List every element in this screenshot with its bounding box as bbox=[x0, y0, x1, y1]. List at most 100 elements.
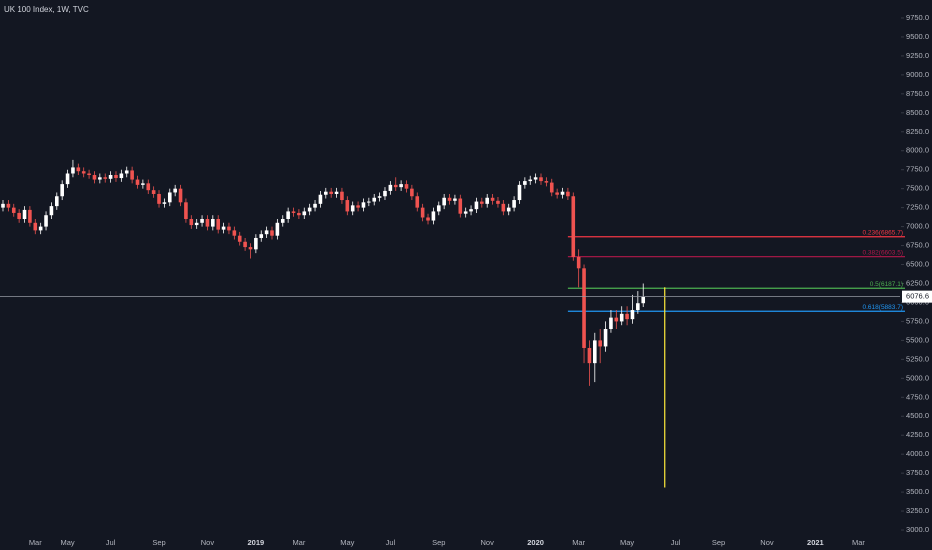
candle-body bbox=[593, 340, 597, 364]
y-tick-label: 6250.0 bbox=[906, 278, 929, 287]
candle-body bbox=[313, 203, 317, 208]
x-tick-label: May bbox=[340, 538, 354, 547]
candle-body bbox=[60, 184, 64, 197]
x-tick-label: Mar bbox=[29, 538, 42, 547]
candle-body bbox=[173, 188, 177, 193]
candle-body bbox=[98, 177, 102, 180]
candle-body bbox=[603, 329, 608, 347]
candle-body bbox=[324, 191, 328, 195]
x-tick-label: 2020 bbox=[527, 538, 544, 547]
candle-body bbox=[114, 175, 118, 179]
candle-body bbox=[71, 167, 75, 174]
y-tick-label: 9250.0 bbox=[906, 51, 929, 60]
candle-body bbox=[490, 197, 495, 201]
candle-body bbox=[87, 173, 91, 176]
candle-body bbox=[237, 235, 242, 242]
candle-body bbox=[598, 340, 602, 347]
candle-body bbox=[571, 196, 576, 257]
candle-body bbox=[587, 347, 592, 364]
candle-body bbox=[549, 182, 554, 193]
candle-body bbox=[227, 226, 231, 231]
candle-body bbox=[103, 177, 108, 179]
candle-body bbox=[356, 205, 360, 208]
candle-body bbox=[345, 200, 350, 212]
y-tick-label: 8500.0 bbox=[906, 108, 929, 117]
y-tick-label: 5000.0 bbox=[906, 373, 929, 382]
x-tick-label: Nov bbox=[481, 538, 495, 547]
candle-body bbox=[194, 222, 199, 226]
candle-body bbox=[399, 184, 403, 188]
candle-body bbox=[243, 241, 247, 248]
candle-body bbox=[377, 196, 382, 198]
y-tick-label: 7250.0 bbox=[906, 203, 929, 212]
y-tick-label: 9000.0 bbox=[906, 70, 929, 79]
candle-body bbox=[388, 184, 393, 191]
candle-body bbox=[76, 167, 81, 172]
candle-body bbox=[275, 222, 280, 236]
candle-body bbox=[157, 193, 161, 204]
candle-body bbox=[528, 179, 533, 182]
candle-body bbox=[119, 173, 124, 179]
candle-body bbox=[480, 201, 484, 204]
candle-body bbox=[65, 173, 70, 185]
x-tick-label: Jul bbox=[106, 538, 116, 547]
y-tick-label: 4250.0 bbox=[906, 430, 929, 439]
candle-body bbox=[485, 197, 489, 204]
candle-body bbox=[340, 191, 344, 201]
candle-body bbox=[630, 310, 635, 320]
candle-body bbox=[28, 209, 32, 223]
candle-body bbox=[22, 209, 27, 220]
candle-body bbox=[636, 303, 640, 311]
candle-body bbox=[372, 197, 377, 202]
candle-body bbox=[6, 203, 11, 208]
candle-body bbox=[641, 296, 646, 304]
y-tick-label: 8750.0 bbox=[906, 89, 929, 98]
candle-body bbox=[232, 230, 237, 236]
y-tick-label: 9750.0 bbox=[906, 13, 929, 22]
candle-body bbox=[329, 191, 333, 194]
y-tick-label: 3000.0 bbox=[906, 525, 929, 534]
y-tick-label: 9500.0 bbox=[906, 32, 929, 41]
candle-body bbox=[539, 177, 543, 182]
candle-body bbox=[512, 200, 516, 208]
candle-body bbox=[211, 219, 215, 227]
y-tick-label: 3750.0 bbox=[906, 468, 929, 477]
candle-body bbox=[496, 200, 500, 204]
y-tick-label: 6750.0 bbox=[906, 241, 929, 250]
candle-body bbox=[436, 205, 441, 212]
candle-body bbox=[334, 191, 339, 194]
candle-body bbox=[426, 217, 430, 221]
fib-label: 0.236(6865.7) bbox=[863, 230, 903, 237]
candle-body bbox=[264, 230, 269, 235]
x-tick-label: 2019 bbox=[248, 538, 265, 547]
y-tick-label: 4500.0 bbox=[906, 411, 929, 420]
candle-body bbox=[506, 207, 511, 212]
x-tick-label: Mar bbox=[292, 538, 305, 547]
candle-body bbox=[49, 206, 54, 216]
y-tick-label: 7500.0 bbox=[906, 184, 929, 193]
y-tick-label: 7750.0 bbox=[906, 165, 929, 174]
candle-body bbox=[200, 219, 204, 223]
y-tick-label: 3500.0 bbox=[906, 487, 929, 496]
candle-body bbox=[431, 211, 436, 221]
candle-body bbox=[361, 202, 366, 208]
candle-body bbox=[533, 177, 538, 180]
y-tick-label: 4750.0 bbox=[906, 392, 929, 401]
last-price-box bbox=[902, 290, 932, 303]
candle-body bbox=[151, 190, 156, 194]
candle-body bbox=[415, 196, 420, 208]
y-tick-label: 3250.0 bbox=[906, 506, 929, 515]
candle-body bbox=[216, 219, 220, 230]
y-tick-label: 5500.0 bbox=[906, 335, 929, 344]
x-tick-label: Jul bbox=[671, 538, 681, 547]
fib-label: 0.618(5883.7) bbox=[863, 304, 903, 311]
candle-body bbox=[55, 196, 59, 207]
x-tick-label: Jul bbox=[386, 538, 396, 547]
x-tick-label: Nov bbox=[760, 538, 774, 547]
candle-body bbox=[146, 183, 151, 191]
candle-body bbox=[501, 203, 506, 212]
x-tick-label: Nov bbox=[201, 538, 215, 547]
